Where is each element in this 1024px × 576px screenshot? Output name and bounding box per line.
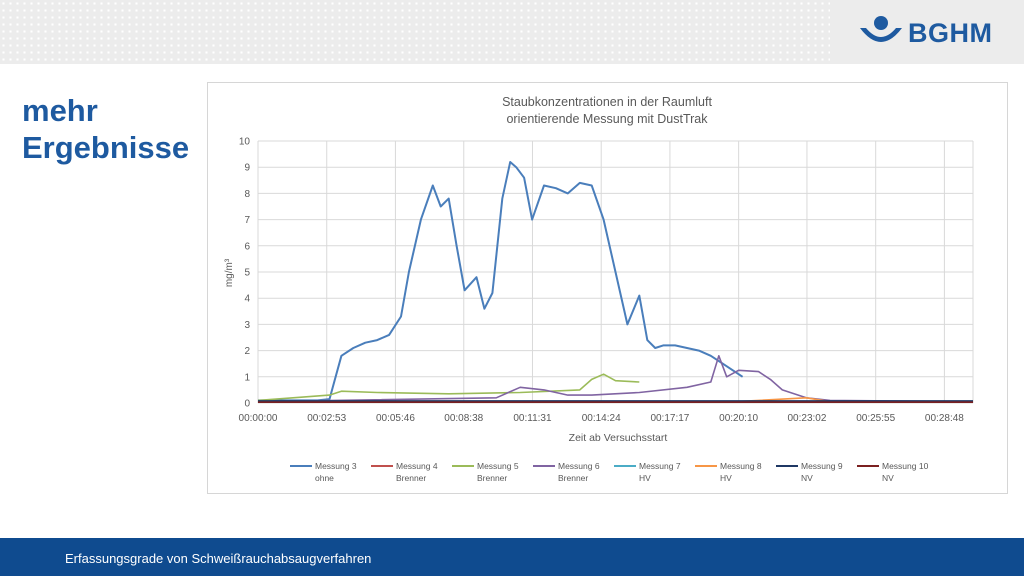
chart-frame: Staubkonzentrationen in der Raumluft ori… xyxy=(207,82,1008,494)
logo-text: BGHM xyxy=(908,18,993,48)
x-tick-label: 00:17:17 xyxy=(650,413,689,424)
legend-entry-sub: Brenner xyxy=(477,473,507,483)
footer-bar: Erfassungsgrade von Schweißrauchabsaugve… xyxy=(0,538,1024,576)
legend-entry-sub: HV xyxy=(639,473,651,483)
y-axis-label: mg/m³ xyxy=(224,258,235,287)
y-tick-label: 2 xyxy=(244,346,250,357)
legend-entry: Messung 10 xyxy=(882,461,929,471)
legend-entry: Messung 4 xyxy=(396,461,438,471)
y-tick-label: 1 xyxy=(244,372,250,383)
legend-entry-sub: NV xyxy=(801,473,813,483)
x-tick-label: 00:08:38 xyxy=(444,413,483,424)
y-tick-label: 10 xyxy=(239,137,251,148)
x-tick-label: 00:00:00 xyxy=(239,413,278,424)
y-tick-label: 7 xyxy=(244,215,250,226)
legend-entry: Messung 5 xyxy=(477,461,519,471)
legend-entry-sub: ohne xyxy=(315,473,334,483)
x-tick-label: 00:14:24 xyxy=(582,413,621,424)
legend-entry: Messung 7 xyxy=(639,461,681,471)
x-tick-label: 00:05:46 xyxy=(376,413,415,424)
x-tick-label: 00:23:02 xyxy=(787,413,826,424)
y-tick-label: 5 xyxy=(244,268,250,279)
logo-area xyxy=(830,0,1024,64)
series-line-1 xyxy=(258,161,744,402)
x-tick-label: 00:20:10 xyxy=(719,413,758,424)
footer-text: Erfassungsgrade von Schweißrauchabsaugve… xyxy=(65,551,372,566)
y-tick-label: 0 xyxy=(244,399,250,410)
y-tick-label: 4 xyxy=(244,294,250,305)
x-tick-label: 00:28:48 xyxy=(925,413,964,424)
legend-entry-sub: Brenner xyxy=(558,473,588,483)
series-line-4 xyxy=(257,354,974,403)
bghm-logo-icon xyxy=(860,16,902,42)
series-line-3 xyxy=(257,373,640,402)
x-tick-label: 00:02:53 xyxy=(307,413,346,424)
y-tick-label: 9 xyxy=(244,163,250,174)
legend-entry-sub: HV xyxy=(720,473,732,483)
line-chart: Staubkonzentrationen in der Raumluft ori… xyxy=(224,95,974,483)
chart-title: Staubkonzentrationen in der Raumluft xyxy=(502,95,712,109)
y-tick-label: 8 xyxy=(244,189,250,200)
legend-entry-sub: Brenner xyxy=(396,473,426,483)
legend-entry: Messung 3 xyxy=(315,461,357,471)
chart-subtitle: orientierende Messung mit DustTrak xyxy=(506,112,708,126)
legend-entry: Messung 6 xyxy=(558,461,600,471)
legend-entry: Messung 8 xyxy=(720,461,762,471)
y-tick-label: 3 xyxy=(244,320,250,331)
legend-entry: Messung 9 xyxy=(801,461,843,471)
x-axis-label: Zeit ab Versuchsstart xyxy=(569,432,668,444)
x-tick-label: 00:25:55 xyxy=(856,413,895,424)
legend-entry-sub: NV xyxy=(882,473,894,483)
slide-title: mehr Ergebnisse xyxy=(22,93,190,165)
y-tick-label: 6 xyxy=(244,241,250,252)
x-tick-label: 00:11:31 xyxy=(513,413,552,424)
